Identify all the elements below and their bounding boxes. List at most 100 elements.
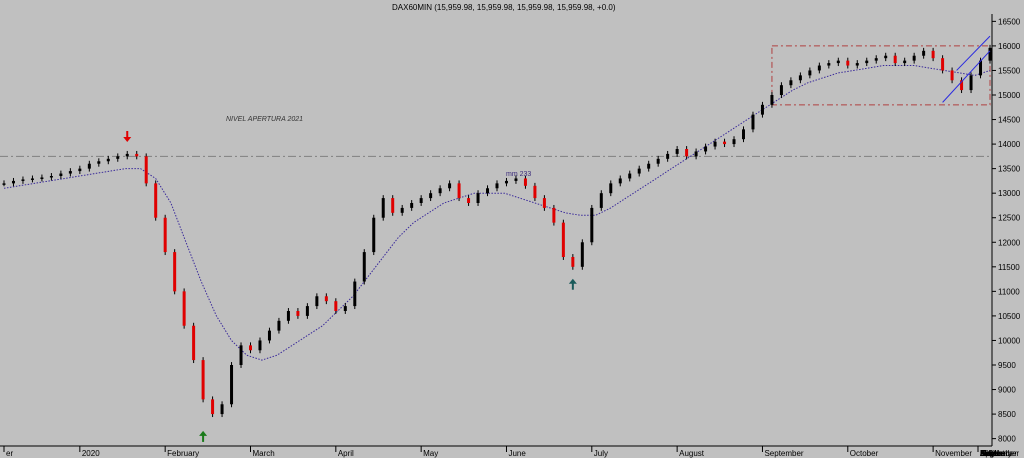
price-bar xyxy=(742,129,745,140)
y-tick-label: 13500 xyxy=(998,165,1021,174)
price-bar xyxy=(704,146,708,152)
price-bar xyxy=(931,50,935,59)
x-tick-label: September xyxy=(764,449,803,458)
price-bar xyxy=(182,291,186,326)
price-bar xyxy=(68,171,72,174)
price-bar xyxy=(884,55,888,59)
price-bar xyxy=(552,207,556,223)
y-tick-label: 11000 xyxy=(998,287,1020,296)
x-tick-label: March xyxy=(253,449,275,458)
price-bar xyxy=(125,153,129,157)
price-bar xyxy=(760,104,764,115)
y-tick-label: 11500 xyxy=(998,263,1020,272)
price-bar xyxy=(656,158,660,164)
y-axis: 8000 8500 9000 9500 10000 10500 11000 11500 1200… xyxy=(991,14,1021,446)
price-bar xyxy=(201,360,205,400)
price-bar xyxy=(144,156,148,184)
price-bar xyxy=(192,325,196,361)
price-bar xyxy=(296,311,300,316)
price-bar xyxy=(106,158,110,162)
y-tick-label: 10500 xyxy=(998,312,1021,321)
x-tick-label: June xyxy=(980,449,998,458)
arrow-up-icon xyxy=(568,278,577,290)
chart-title: DAX60MIN (15,959.98, 15,959.98, 15,959.9… xyxy=(392,3,616,12)
price-bar xyxy=(410,203,414,208)
price-bar xyxy=(353,281,357,307)
price-bar xyxy=(59,173,63,176)
price-bar xyxy=(903,60,907,64)
price-bar xyxy=(495,183,499,189)
y-tick-label: 15000 xyxy=(998,91,1021,100)
price-bar xyxy=(135,153,139,157)
arrow-up-icon-head xyxy=(199,430,208,436)
y-tick-label: 16500 xyxy=(998,17,1021,26)
price-bar xyxy=(400,207,404,213)
price-bar xyxy=(486,188,490,194)
price-bar xyxy=(571,257,575,267)
price-bar xyxy=(116,156,120,159)
price-bar xyxy=(249,345,252,351)
price-bar xyxy=(154,183,158,218)
y-tick-label: 8500 xyxy=(998,410,1016,419)
price-bar xyxy=(533,185,537,199)
price-bar xyxy=(305,306,309,316)
price-bar xyxy=(163,217,167,253)
y-tick-label: 10000 xyxy=(998,336,1021,345)
price-bar xyxy=(173,252,177,292)
x-tick-label: April xyxy=(338,449,354,458)
price-bar xyxy=(467,198,471,203)
x-tick-label: May xyxy=(980,449,995,458)
arrow-down-icon xyxy=(123,131,132,142)
price-bar xyxy=(258,340,262,351)
x-tick-label: June xyxy=(508,449,526,458)
x-tick-label: 2021 xyxy=(980,449,998,458)
y-tick-label: 14000 xyxy=(998,140,1021,149)
price-bar xyxy=(315,296,319,307)
arrow-down-icon-head xyxy=(123,137,132,142)
price-bar xyxy=(960,80,964,91)
y-tick-label: 16000 xyxy=(998,42,1021,51)
price-bar xyxy=(438,188,442,194)
price-bar xyxy=(343,306,347,311)
price-bar xyxy=(419,198,423,203)
moving-average-line xyxy=(3,65,991,361)
price-bar xyxy=(732,139,736,145)
price-bar xyxy=(694,151,698,157)
price-bar xyxy=(675,149,679,154)
price-bar xyxy=(647,163,651,169)
y-tick-label: 9500 xyxy=(998,361,1016,370)
y-tick-label: 15500 xyxy=(998,66,1021,75)
price-bar xyxy=(751,114,755,130)
arrow-up-icon-head xyxy=(568,278,577,284)
price-bar xyxy=(912,55,916,61)
price-bar xyxy=(514,178,518,181)
moving-average-label: mm 233 xyxy=(506,171,531,178)
price-bar xyxy=(267,330,271,341)
price-bar xyxy=(865,60,869,64)
price-bar xyxy=(723,141,727,145)
price-bar xyxy=(40,177,44,179)
price-bar xyxy=(874,58,878,61)
x-tick-label: February xyxy=(980,449,1012,458)
y-tick-label: 8000 xyxy=(998,435,1016,444)
price-bar xyxy=(97,161,101,164)
price-bar xyxy=(666,153,670,159)
x-tick-label: October xyxy=(980,449,1009,458)
price-bar xyxy=(429,193,433,199)
price-bar xyxy=(391,198,395,213)
price-bar xyxy=(230,365,234,405)
x-tick-label: October xyxy=(850,449,879,458)
x-tick-label: Nov xyxy=(980,449,994,458)
x-tick-label: December xyxy=(980,449,1017,458)
price-bar xyxy=(542,198,546,208)
x-tick-label: er xyxy=(6,449,13,458)
price-bar xyxy=(685,149,689,157)
price-bar xyxy=(893,55,897,64)
x-tick-label: September xyxy=(980,449,1019,458)
price-bar xyxy=(922,50,926,56)
x-tick-label: February xyxy=(167,449,199,458)
price-bar xyxy=(457,183,461,199)
price-bar xyxy=(590,207,594,243)
channel-line-upper xyxy=(956,35,991,71)
